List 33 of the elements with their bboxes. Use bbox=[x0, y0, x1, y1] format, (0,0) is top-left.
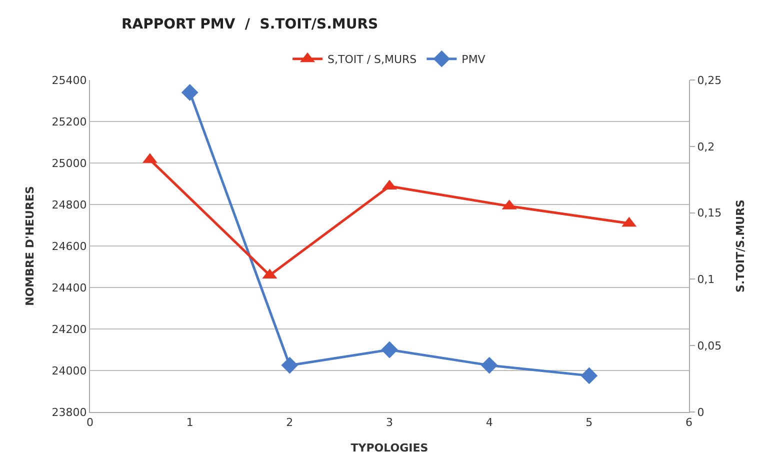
y2-axis-title: S.TOIT/S.MURS bbox=[734, 199, 747, 292]
x-tick-label: 3 bbox=[386, 416, 393, 430]
x-tick-label: 6 bbox=[686, 416, 692, 430]
y-tick-label: 25400 bbox=[52, 74, 87, 87]
x-tick-label: 2 bbox=[286, 416, 294, 430]
y-axis-title: NOMBRE D'HEURES bbox=[23, 186, 36, 306]
x-tick-label: 5 bbox=[586, 416, 593, 430]
y-tick-label: 23800 bbox=[52, 406, 87, 419]
point bbox=[181, 84, 198, 101]
point bbox=[281, 356, 298, 374]
y-tick-label: 24400 bbox=[52, 281, 87, 294]
chart-title: RAPPORT PMV / S.TOIT/S.MURS bbox=[122, 16, 378, 32]
y-tick-label: 25000 bbox=[52, 156, 87, 170]
y2-tick-label: 0,2 bbox=[697, 140, 715, 154]
y-tick-label: 24200 bbox=[52, 322, 87, 336]
point bbox=[480, 356, 498, 374]
point bbox=[381, 341, 398, 358]
y-tick-label: 25200 bbox=[52, 115, 87, 128]
y2-tick-label: 0 bbox=[697, 406, 704, 419]
y2-tick-label: 0,1 bbox=[697, 273, 715, 286]
y2-tick-label: 0,05 bbox=[697, 339, 722, 352]
y-tick-label: 24600 bbox=[52, 240, 87, 253]
y-tick-label: 24000 bbox=[52, 364, 87, 378]
y-tick-label: 24800 bbox=[52, 198, 87, 212]
point bbox=[580, 367, 598, 384]
legend-label: S,TOIT / S,MURS bbox=[328, 53, 417, 66]
x-tick-label: 4 bbox=[486, 416, 493, 430]
y2-tick-label: 0,15 bbox=[697, 206, 722, 220]
legend-label: PMV bbox=[462, 53, 486, 66]
x-tick-label: 1 bbox=[186, 416, 194, 430]
x-tick-label: 0 bbox=[86, 416, 94, 430]
x-axis-title: TYPOLOGIES bbox=[350, 441, 428, 454]
y2-tick-label: 0,25 bbox=[697, 74, 722, 87]
